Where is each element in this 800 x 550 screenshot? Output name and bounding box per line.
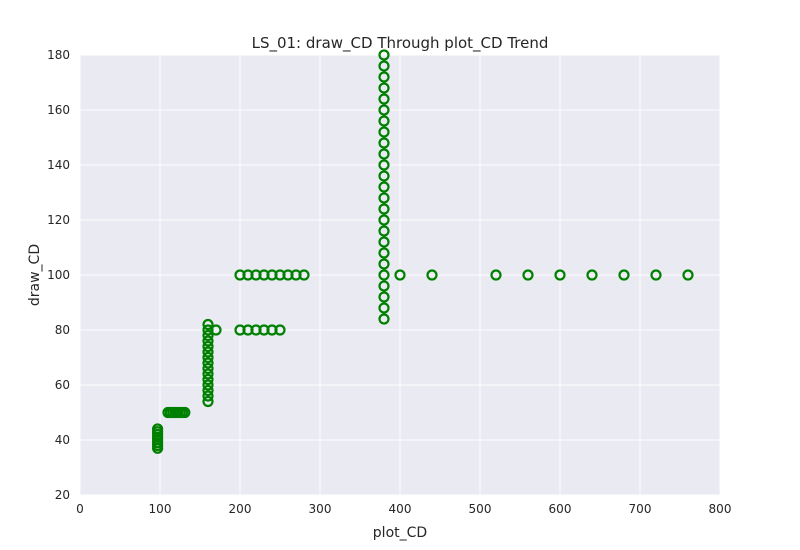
data-point — [152, 423, 164, 435]
data-point — [682, 269, 694, 281]
data-point — [202, 351, 214, 364]
data-point — [202, 362, 214, 375]
x-tick-label: 300 — [309, 502, 332, 516]
data-point — [378, 269, 390, 281]
x-tick-label: 700 — [629, 502, 652, 516]
data-point — [378, 258, 390, 270]
data-point — [394, 269, 406, 281]
x-tick-label: 100 — [149, 502, 172, 516]
data-point — [202, 335, 214, 347]
data-point — [378, 203, 390, 215]
data-point — [378, 148, 390, 160]
data-point — [378, 247, 390, 259]
x-tick-label: 600 — [549, 502, 572, 516]
y-tick-label: 120 — [47, 213, 70, 227]
data-point — [378, 71, 390, 83]
data-point — [650, 269, 662, 281]
data-point — [378, 93, 390, 105]
data-point — [378, 236, 390, 248]
data-point — [274, 324, 286, 336]
data-points — [152, 49, 694, 454]
data-point — [378, 225, 390, 237]
data-point — [378, 60, 390, 72]
y-axis-title: draw_CD — [27, 244, 43, 306]
x-tick-labels: 0 100 200 300 400 500 600 700 800 — [76, 502, 731, 516]
data-point — [490, 269, 502, 281]
data-point — [179, 406, 191, 419]
data-point — [378, 137, 390, 149]
data-point — [210, 324, 222, 336]
data-point — [426, 269, 438, 281]
y-tick-label: 40 — [55, 433, 70, 447]
data-point — [378, 214, 390, 226]
data-point — [378, 181, 390, 193]
data-point — [378, 291, 390, 303]
data-point — [554, 269, 566, 281]
data-point — [522, 269, 534, 281]
y-tick-label: 140 — [47, 158, 70, 172]
data-point — [202, 390, 214, 402]
data-point — [378, 313, 390, 325]
x-tick-label: 400 — [389, 502, 412, 516]
data-point — [378, 192, 390, 204]
data-point — [378, 302, 390, 314]
data-point — [298, 269, 310, 281]
data-point — [202, 379, 214, 391]
x-tick-label: 200 — [229, 502, 252, 516]
grid-lines — [79, 54, 721, 496]
data-point — [378, 159, 390, 171]
data-point — [378, 49, 390, 61]
data-point — [202, 318, 214, 331]
data-point — [618, 269, 630, 281]
y-tick-label: 180 — [47, 48, 70, 62]
data-point — [378, 82, 390, 94]
y-tick-label: 100 — [47, 268, 70, 282]
y-tick-label: 20 — [55, 488, 70, 502]
data-point — [586, 269, 598, 281]
y-tick-label: 80 — [55, 323, 70, 337]
x-tick-label: 800 — [709, 502, 732, 516]
data-point — [202, 373, 214, 386]
data-point — [378, 280, 390, 292]
data-point — [202, 340, 214, 353]
y-tick-label: 60 — [55, 378, 70, 392]
data-point — [378, 170, 390, 182]
data-point — [378, 104, 390, 116]
data-point — [378, 115, 390, 127]
data-point — [202, 384, 214, 397]
x-tick-label: 500 — [469, 502, 492, 516]
data-point — [202, 395, 214, 408]
x-axis-title: plot_CD — [373, 525, 427, 541]
data-point — [202, 329, 214, 342]
y-tick-label: 160 — [47, 103, 70, 117]
x-tick-label: 0 — [76, 502, 84, 516]
y-tick-labels: 20 40 60 80 100 120 140 160 180 — [47, 48, 70, 502]
data-point — [202, 357, 214, 369]
chart-title: LS_01: draw_CD Through plot_CD Trend — [252, 34, 549, 53]
data-point — [202, 346, 214, 358]
data-point — [378, 126, 390, 138]
data-point — [202, 368, 214, 380]
